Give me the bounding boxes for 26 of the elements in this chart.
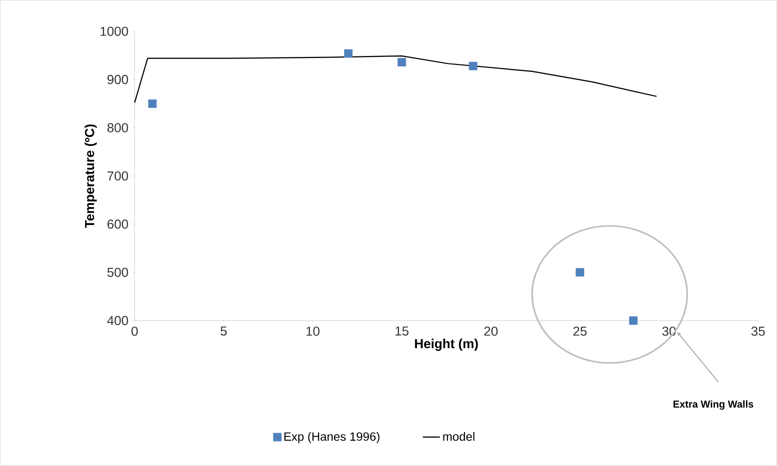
y-tick-label: 1000 xyxy=(100,26,128,36)
x-tick-label: 10 xyxy=(306,326,320,336)
point xyxy=(629,316,638,325)
point xyxy=(576,268,584,277)
point xyxy=(468,62,478,70)
y-tick-label: 600 xyxy=(108,220,128,229)
y-tick-label: 900 xyxy=(107,75,128,84)
x-tick-label: 15 xyxy=(396,326,408,336)
y-axis-title: Temperature (ºC) xyxy=(84,124,97,228)
y-tick-label: 700 xyxy=(108,171,128,181)
x-tick-label: 5 xyxy=(220,326,227,336)
y-tick-label: 500 xyxy=(107,268,128,278)
line-series xyxy=(134,55,658,104)
x-axis-title: Height (m) xyxy=(415,338,478,351)
point xyxy=(398,58,406,66)
x-tick-label: 20 xyxy=(484,326,498,336)
y-tick-label: 800 xyxy=(107,123,128,132)
x-tick-label: 0 xyxy=(131,326,138,336)
legend-label: model xyxy=(443,432,474,441)
y-tick-label: 400 xyxy=(107,316,128,326)
x-tick-label: 35 xyxy=(751,326,765,336)
legend-label: Exp (Hanes 1996) xyxy=(284,432,380,444)
text: Extra Wing Walls xyxy=(674,400,754,410)
point xyxy=(344,49,353,58)
x-tick-label: 25 xyxy=(573,326,587,336)
point xyxy=(148,100,157,108)
